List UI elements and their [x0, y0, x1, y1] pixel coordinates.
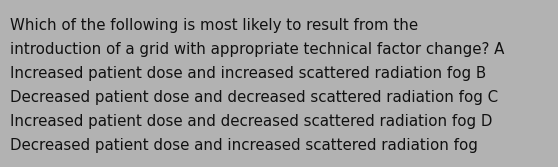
Text: Which of the following is most likely to result from the: Which of the following is most likely to…: [10, 18, 418, 33]
Text: Decreased patient dose and increased scattered radiation fog: Decreased patient dose and increased sca…: [10, 138, 478, 153]
Text: Increased patient dose and increased scattered radiation fog B: Increased patient dose and increased sca…: [10, 66, 486, 81]
Text: Decreased patient dose and decreased scattered radiation fog C: Decreased patient dose and decreased sca…: [10, 90, 498, 105]
Text: introduction of a grid with appropriate technical factor change? A: introduction of a grid with appropriate …: [10, 42, 504, 57]
Text: Increased patient dose and decreased scattered radiation fog D: Increased patient dose and decreased sca…: [10, 114, 492, 129]
